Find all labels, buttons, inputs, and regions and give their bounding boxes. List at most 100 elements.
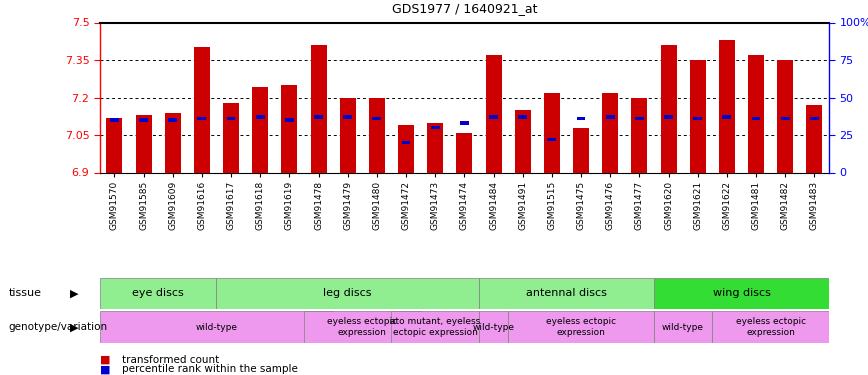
Bar bbox=[457, 132, 472, 172]
Bar bbox=[479, 278, 654, 309]
Bar bbox=[576, 117, 585, 120]
Bar bbox=[253, 87, 268, 172]
Bar bbox=[722, 115, 731, 119]
Text: GSM91474: GSM91474 bbox=[460, 181, 469, 230]
Text: GSM91475: GSM91475 bbox=[576, 181, 586, 230]
Text: GSM91479: GSM91479 bbox=[343, 181, 352, 230]
Text: GSM91483: GSM91483 bbox=[810, 181, 819, 230]
Text: transformed count: transformed count bbox=[122, 355, 219, 365]
Text: GSM91609: GSM91609 bbox=[168, 181, 177, 230]
Bar bbox=[139, 118, 148, 122]
Text: ato mutant, eyeless
ectopic expression: ato mutant, eyeless ectopic expression bbox=[390, 318, 480, 337]
Text: GSM91585: GSM91585 bbox=[139, 181, 148, 230]
Bar bbox=[216, 278, 479, 309]
Text: GSM91616: GSM91616 bbox=[197, 181, 207, 230]
Bar bbox=[227, 117, 235, 120]
Bar bbox=[168, 118, 177, 122]
Text: antennal discs: antennal discs bbox=[526, 288, 607, 298]
Text: GSM91473: GSM91473 bbox=[431, 181, 440, 230]
Bar bbox=[165, 112, 181, 172]
Text: GSM91484: GSM91484 bbox=[489, 181, 498, 230]
Bar bbox=[100, 278, 216, 309]
Text: ▶: ▶ bbox=[69, 288, 78, 298]
Text: GSM91472: GSM91472 bbox=[402, 181, 411, 230]
Bar bbox=[344, 115, 352, 119]
Text: wild-type: wild-type bbox=[472, 322, 515, 332]
Text: percentile rank within the sample: percentile rank within the sample bbox=[122, 364, 298, 374]
Text: wing discs: wing discs bbox=[713, 288, 771, 298]
Bar bbox=[748, 55, 764, 172]
Bar bbox=[606, 115, 615, 119]
Bar bbox=[654, 311, 713, 343]
Bar bbox=[198, 117, 207, 120]
Bar bbox=[490, 115, 498, 119]
Text: eyeless ectopic
expression: eyeless ectopic expression bbox=[327, 318, 398, 337]
Text: GSM91491: GSM91491 bbox=[518, 181, 527, 230]
Text: GSM91617: GSM91617 bbox=[227, 181, 235, 230]
Bar bbox=[369, 98, 385, 172]
Bar bbox=[654, 278, 829, 309]
Bar bbox=[485, 55, 502, 172]
Bar bbox=[311, 45, 326, 172]
Bar bbox=[777, 60, 793, 172]
Text: GSM91476: GSM91476 bbox=[606, 181, 615, 230]
Bar bbox=[719, 40, 735, 172]
Text: GSM91515: GSM91515 bbox=[548, 181, 556, 230]
Text: tissue: tissue bbox=[9, 288, 42, 298]
Bar bbox=[635, 117, 644, 120]
Bar bbox=[398, 125, 414, 172]
Bar bbox=[339, 98, 356, 172]
Bar bbox=[690, 60, 706, 172]
Bar bbox=[694, 117, 702, 120]
Bar bbox=[391, 311, 479, 343]
Bar bbox=[664, 115, 673, 119]
Bar bbox=[281, 85, 298, 172]
Text: wild-type: wild-type bbox=[662, 322, 704, 332]
Bar bbox=[810, 117, 819, 120]
Text: eyeless ectopic
expression: eyeless ectopic expression bbox=[735, 318, 806, 337]
Bar bbox=[631, 98, 648, 172]
Text: GSM91622: GSM91622 bbox=[722, 181, 732, 230]
Text: GSM91570: GSM91570 bbox=[110, 181, 119, 230]
Text: leg discs: leg discs bbox=[324, 288, 372, 298]
Bar bbox=[661, 45, 676, 172]
Text: GSM91619: GSM91619 bbox=[285, 181, 294, 230]
Bar bbox=[100, 311, 333, 343]
Bar bbox=[515, 110, 530, 172]
Text: GSM91621: GSM91621 bbox=[694, 181, 702, 230]
Bar bbox=[107, 117, 122, 172]
Bar bbox=[806, 105, 822, 172]
Bar bbox=[479, 311, 508, 343]
Bar bbox=[548, 138, 556, 141]
Text: eye discs: eye discs bbox=[132, 288, 184, 298]
Text: wild-type: wild-type bbox=[195, 322, 238, 332]
Text: ▶: ▶ bbox=[69, 322, 78, 332]
Text: GSM91482: GSM91482 bbox=[780, 181, 790, 230]
Text: GSM91481: GSM91481 bbox=[752, 181, 760, 230]
Text: ■: ■ bbox=[100, 355, 110, 365]
Bar bbox=[427, 123, 444, 172]
Bar bbox=[781, 117, 790, 120]
Text: ■: ■ bbox=[100, 364, 110, 374]
Bar bbox=[713, 311, 829, 343]
Bar bbox=[573, 128, 589, 172]
Text: GDS1977 / 1640921_at: GDS1977 / 1640921_at bbox=[391, 2, 537, 15]
Bar bbox=[752, 117, 760, 120]
Text: GSM91477: GSM91477 bbox=[635, 181, 644, 230]
Bar bbox=[256, 115, 265, 119]
Text: genotype/variation: genotype/variation bbox=[9, 322, 108, 332]
Bar bbox=[285, 118, 293, 122]
Bar bbox=[314, 115, 323, 119]
Bar bbox=[602, 93, 618, 172]
Text: eyeless ectopic
expression: eyeless ectopic expression bbox=[546, 318, 616, 337]
Bar bbox=[508, 311, 654, 343]
Bar bbox=[135, 115, 152, 172]
Text: GSM91478: GSM91478 bbox=[314, 181, 323, 230]
Text: GSM91618: GSM91618 bbox=[256, 181, 265, 230]
Text: GSM91620: GSM91620 bbox=[664, 181, 673, 230]
Bar bbox=[402, 141, 411, 144]
Bar bbox=[372, 117, 381, 120]
Bar bbox=[544, 93, 560, 172]
Bar bbox=[304, 311, 421, 343]
Text: GSM91480: GSM91480 bbox=[372, 181, 381, 230]
